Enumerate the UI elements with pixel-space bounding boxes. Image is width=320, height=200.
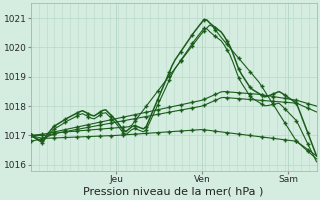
X-axis label: Pression niveau de la mer( hPa ): Pression niveau de la mer( hPa ) xyxy=(84,187,264,197)
